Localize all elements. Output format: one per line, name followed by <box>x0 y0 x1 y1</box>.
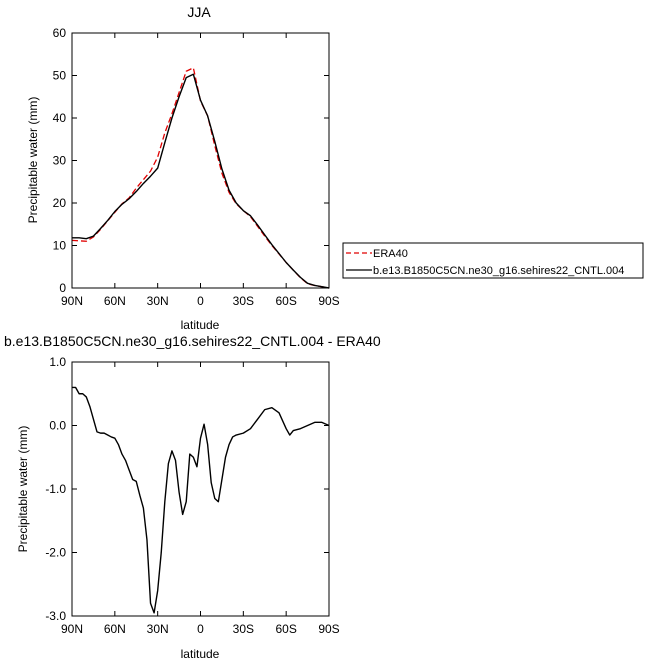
top-y-axis-label: Precipitable water (mm) <box>26 97 40 224</box>
top-x-tick-label: 30N <box>147 294 169 308</box>
bottom-x-tick-label: 90S <box>318 622 339 636</box>
bottom-panel: b.e13.B1850C5CN.ne30_g16.sehires22_CNTL.… <box>4 333 381 661</box>
top-y-tick-label: 20 <box>53 196 67 210</box>
top-y-tick-label: 50 <box>53 69 67 83</box>
bottom-x-tick-label: 30S <box>233 622 254 636</box>
top-x-axis-label: latitude <box>181 318 220 332</box>
top-ticks: 90N 60N 30N 0 30S 60S 90S 0 10 20 30 40 50 60 <box>53 26 340 308</box>
top-y-tick-label: 0 <box>59 281 66 295</box>
bottom-plot-lines <box>72 386 330 614</box>
bottom-x-tick-label: 30N <box>147 622 169 636</box>
legend-label-era40: ERA40 <box>373 248 408 260</box>
bottom-y-tick-label: 1.0 <box>49 355 66 369</box>
top-x-tick-label: 90N <box>61 294 83 308</box>
legend-label-model: b.e13.B1850C5CN.ne30_g16.sehires22_CNTL.… <box>373 265 624 277</box>
top-plot-frame <box>71 32 330 289</box>
top-plot-lines <box>71 67 330 289</box>
bottom-plot-frame <box>71 361 330 617</box>
bottom-ticks: 90N 60N 30N 0 30S 60S 90S -3.0 -2.0 -1.0 0.0 1.0 <box>45 355 339 636</box>
top-x-tick-label: 90S <box>318 294 339 308</box>
bottom-y-tick-label: -1.0 <box>45 482 66 496</box>
top-panel-title: JJA <box>187 4 211 20</box>
top-x-tick-label: 60N <box>104 294 126 308</box>
top-y-tick-label: 30 <box>53 154 67 168</box>
bottom-y-tick-label: 0.0 <box>49 419 66 433</box>
top-panel: JJA 90N 60N 30N 0 30S 60S 90S 0 10 20 30 40 50 60 lat… <box>26 4 340 332</box>
top-y-tick-label: 10 <box>53 239 67 253</box>
top-series-line-model <box>72 73 330 289</box>
legend: ERA40 b.e13.B1850C5CN.ne30_g16.sehires22… <box>342 242 644 279</box>
bottom-series-line-model <box>72 386 330 614</box>
top-x-tick-label: 0 <box>197 294 204 308</box>
bottom-x-tick-label: 60S <box>275 622 296 636</box>
bottom-x-tick-label: 60N <box>104 622 126 636</box>
top-y-tick-label: 40 <box>53 111 67 125</box>
bottom-x-tick-label: 0 <box>197 622 204 636</box>
bottom-panel-title: b.e13.B1850C5CN.ne30_g16.sehires22_CNTL.… <box>4 333 381 349</box>
bottom-y-tick-label: -3.0 <box>45 609 66 623</box>
bottom-y-tick-label: -2.0 <box>45 546 66 560</box>
top-x-tick-label: 30S <box>233 294 254 308</box>
top-y-tick-label: 60 <box>53 26 67 40</box>
top-x-tick-label: 60S <box>275 294 296 308</box>
legend-box <box>342 242 644 279</box>
bottom-x-tick-label: 90N <box>61 622 83 636</box>
bottom-x-axis-label: latitude <box>181 647 220 661</box>
bottom-y-axis-label: Precipitable water (mm) <box>16 426 30 553</box>
